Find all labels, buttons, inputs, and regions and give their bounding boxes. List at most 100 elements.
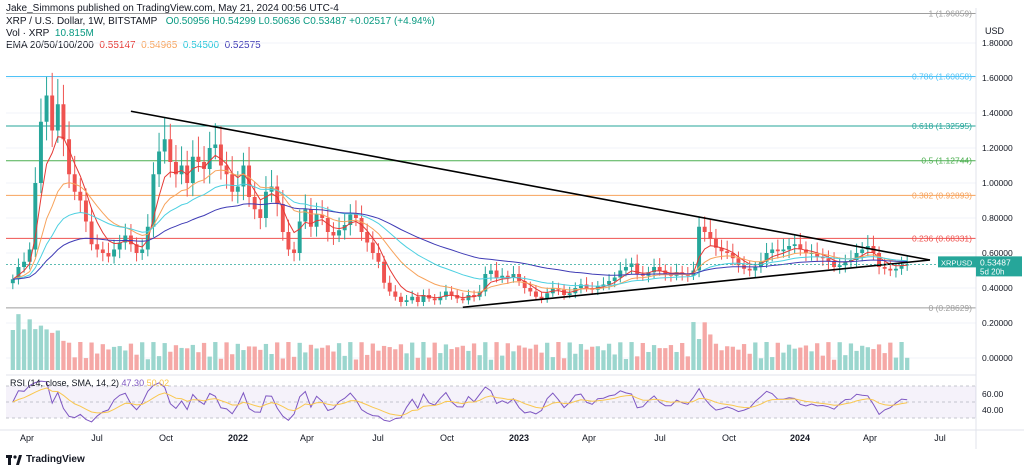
volume-bar — [455, 347, 460, 370]
volume-bar — [432, 342, 437, 370]
time-tick: Apr — [863, 433, 877, 443]
candle-body — [168, 139, 173, 162]
candle-body — [623, 267, 628, 271]
volume-bar — [871, 349, 876, 370]
time-tick: Apr — [300, 433, 314, 443]
volume-bar — [770, 357, 775, 370]
volume-bar — [336, 343, 342, 370]
candle-body — [775, 249, 780, 252]
volume-bar — [72, 357, 77, 370]
volume-bar — [545, 342, 550, 370]
tradingview-logo: TradingView — [6, 454, 85, 465]
volume-bar — [674, 351, 679, 370]
candle-body — [522, 281, 527, 288]
volume-bar — [134, 354, 139, 370]
candle-body — [50, 95, 55, 131]
symbol-badge-text: XRPUSD — [941, 258, 973, 267]
candle-body — [415, 296, 420, 302]
candle-body — [128, 235, 133, 245]
volume-bar — [606, 343, 612, 370]
candle-body — [697, 226, 702, 271]
candle-body — [477, 291, 482, 297]
volume-bar — [477, 355, 482, 370]
volume-bar — [522, 347, 527, 370]
volume-bar — [809, 351, 814, 370]
volume-bar — [466, 350, 471, 370]
price-tick: 1.40000 — [982, 108, 1013, 118]
rsi-tick: 60.00 — [982, 389, 1004, 399]
volume-bar — [381, 345, 387, 370]
volume-bar — [314, 348, 319, 370]
volume-bar — [876, 344, 882, 370]
fib-label: 0.382 (0.92893) — [912, 190, 972, 200]
time-tick: Jul — [372, 433, 384, 443]
candle-body — [449, 291, 454, 295]
volume-bar — [702, 322, 707, 370]
tradingview-icon — [6, 454, 22, 465]
volume-bar — [516, 345, 522, 370]
time-tick: Apr — [20, 433, 34, 443]
candle-body — [612, 277, 617, 281]
candle-body — [905, 264, 910, 266]
rsi-value: 47.30 — [122, 378, 147, 388]
time-tick: 2023 — [509, 433, 529, 443]
volume-bar — [201, 342, 207, 370]
ema-line — [12, 202, 908, 280]
volume-bar — [640, 342, 645, 370]
candle-body — [83, 200, 88, 222]
trendlines — [130, 110, 931, 309]
fib-label: 1 (1.96859) — [929, 8, 973, 18]
volume-label: Vol · XRP — [6, 28, 50, 39]
candle-body — [207, 148, 212, 169]
candle-body — [140, 249, 145, 253]
volume-bar — [291, 356, 297, 370]
candle-body — [421, 295, 426, 302]
candle-body — [134, 244, 139, 253]
candle-body — [888, 268, 893, 271]
candle-body — [770, 249, 775, 253]
volume-bar — [106, 349, 111, 370]
volume-bar — [27, 319, 32, 370]
candle-body — [55, 104, 60, 131]
volume-bar — [612, 354, 617, 370]
candle-body — [16, 267, 21, 280]
volume-bar — [410, 342, 415, 370]
candle-body — [258, 209, 263, 218]
candle-body — [27, 249, 32, 262]
volume-bar — [483, 342, 488, 370]
volume-bar — [500, 355, 505, 370]
candle-body — [292, 249, 297, 253]
candle-body — [860, 249, 865, 253]
candle-body — [38, 121, 43, 183]
volume-bar — [905, 357, 910, 370]
rsi-tick: 40.00 — [982, 405, 1004, 415]
volume-bar — [331, 351, 336, 370]
candle-body — [78, 191, 83, 201]
candle-body — [725, 251, 730, 253]
ema100-value: 0.54500 — [182, 40, 220, 51]
candle-body — [202, 162, 207, 169]
volume-bar — [241, 350, 246, 370]
volume-bar — [398, 344, 404, 370]
volume-bar — [680, 342, 685, 370]
candle-body — [213, 144, 218, 148]
candle-body — [72, 174, 77, 192]
volume-bar — [539, 352, 544, 370]
candle-body — [275, 186, 280, 204]
volume-bar — [263, 343, 269, 370]
volume-bar — [286, 342, 291, 370]
volume-bar — [297, 342, 302, 370]
volume-bar — [246, 346, 252, 370]
time-tick: Apr — [582, 433, 596, 443]
chart-grid — [6, 42, 976, 359]
price-tick: 0.40000 — [982, 283, 1013, 293]
volume-bar — [21, 329, 27, 370]
ema200-value: 0.52575 — [224, 40, 261, 51]
candle-body — [393, 291, 398, 297]
volume-bar — [415, 357, 420, 370]
candle-body — [123, 235, 128, 243]
volume-bar — [151, 342, 156, 370]
volume-bar — [781, 352, 786, 370]
volume-bar — [719, 350, 724, 370]
